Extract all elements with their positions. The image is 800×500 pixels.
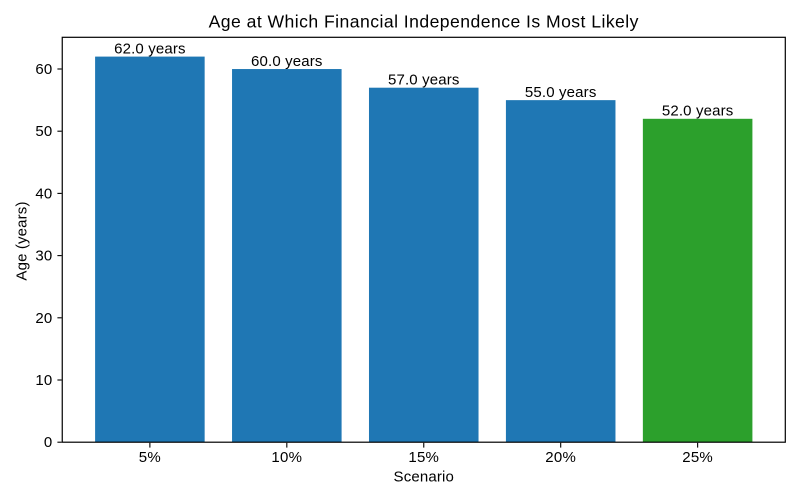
svg-text:Age at Which Financial Indepen: Age at Which Financial Independence Is M…	[209, 11, 639, 31]
svg-text:60.0 years: 60.0 years	[251, 53, 323, 70]
svg-text:60: 60	[35, 61, 52, 78]
svg-text:40: 40	[35, 185, 52, 202]
svg-text:5%: 5%	[139, 449, 161, 466]
svg-text:57.0 years: 57.0 years	[388, 72, 460, 89]
svg-text:10: 10	[35, 372, 52, 389]
svg-text:10%: 10%	[271, 449, 302, 466]
svg-text:30: 30	[35, 248, 52, 265]
svg-text:0: 0	[44, 434, 53, 451]
svg-text:Scenario: Scenario	[394, 468, 454, 485]
svg-text:50: 50	[35, 123, 52, 140]
svg-text:52.0 years: 52.0 years	[662, 103, 734, 120]
svg-text:20%: 20%	[545, 449, 576, 466]
svg-text:62.0 years: 62.0 years	[114, 40, 186, 57]
svg-text:Age (years): Age (years)	[13, 201, 30, 280]
svg-text:25%: 25%	[682, 449, 713, 466]
svg-text:55.0 years: 55.0 years	[525, 84, 597, 101]
svg-text:20: 20	[35, 310, 52, 327]
svg-text:15%: 15%	[408, 449, 439, 466]
